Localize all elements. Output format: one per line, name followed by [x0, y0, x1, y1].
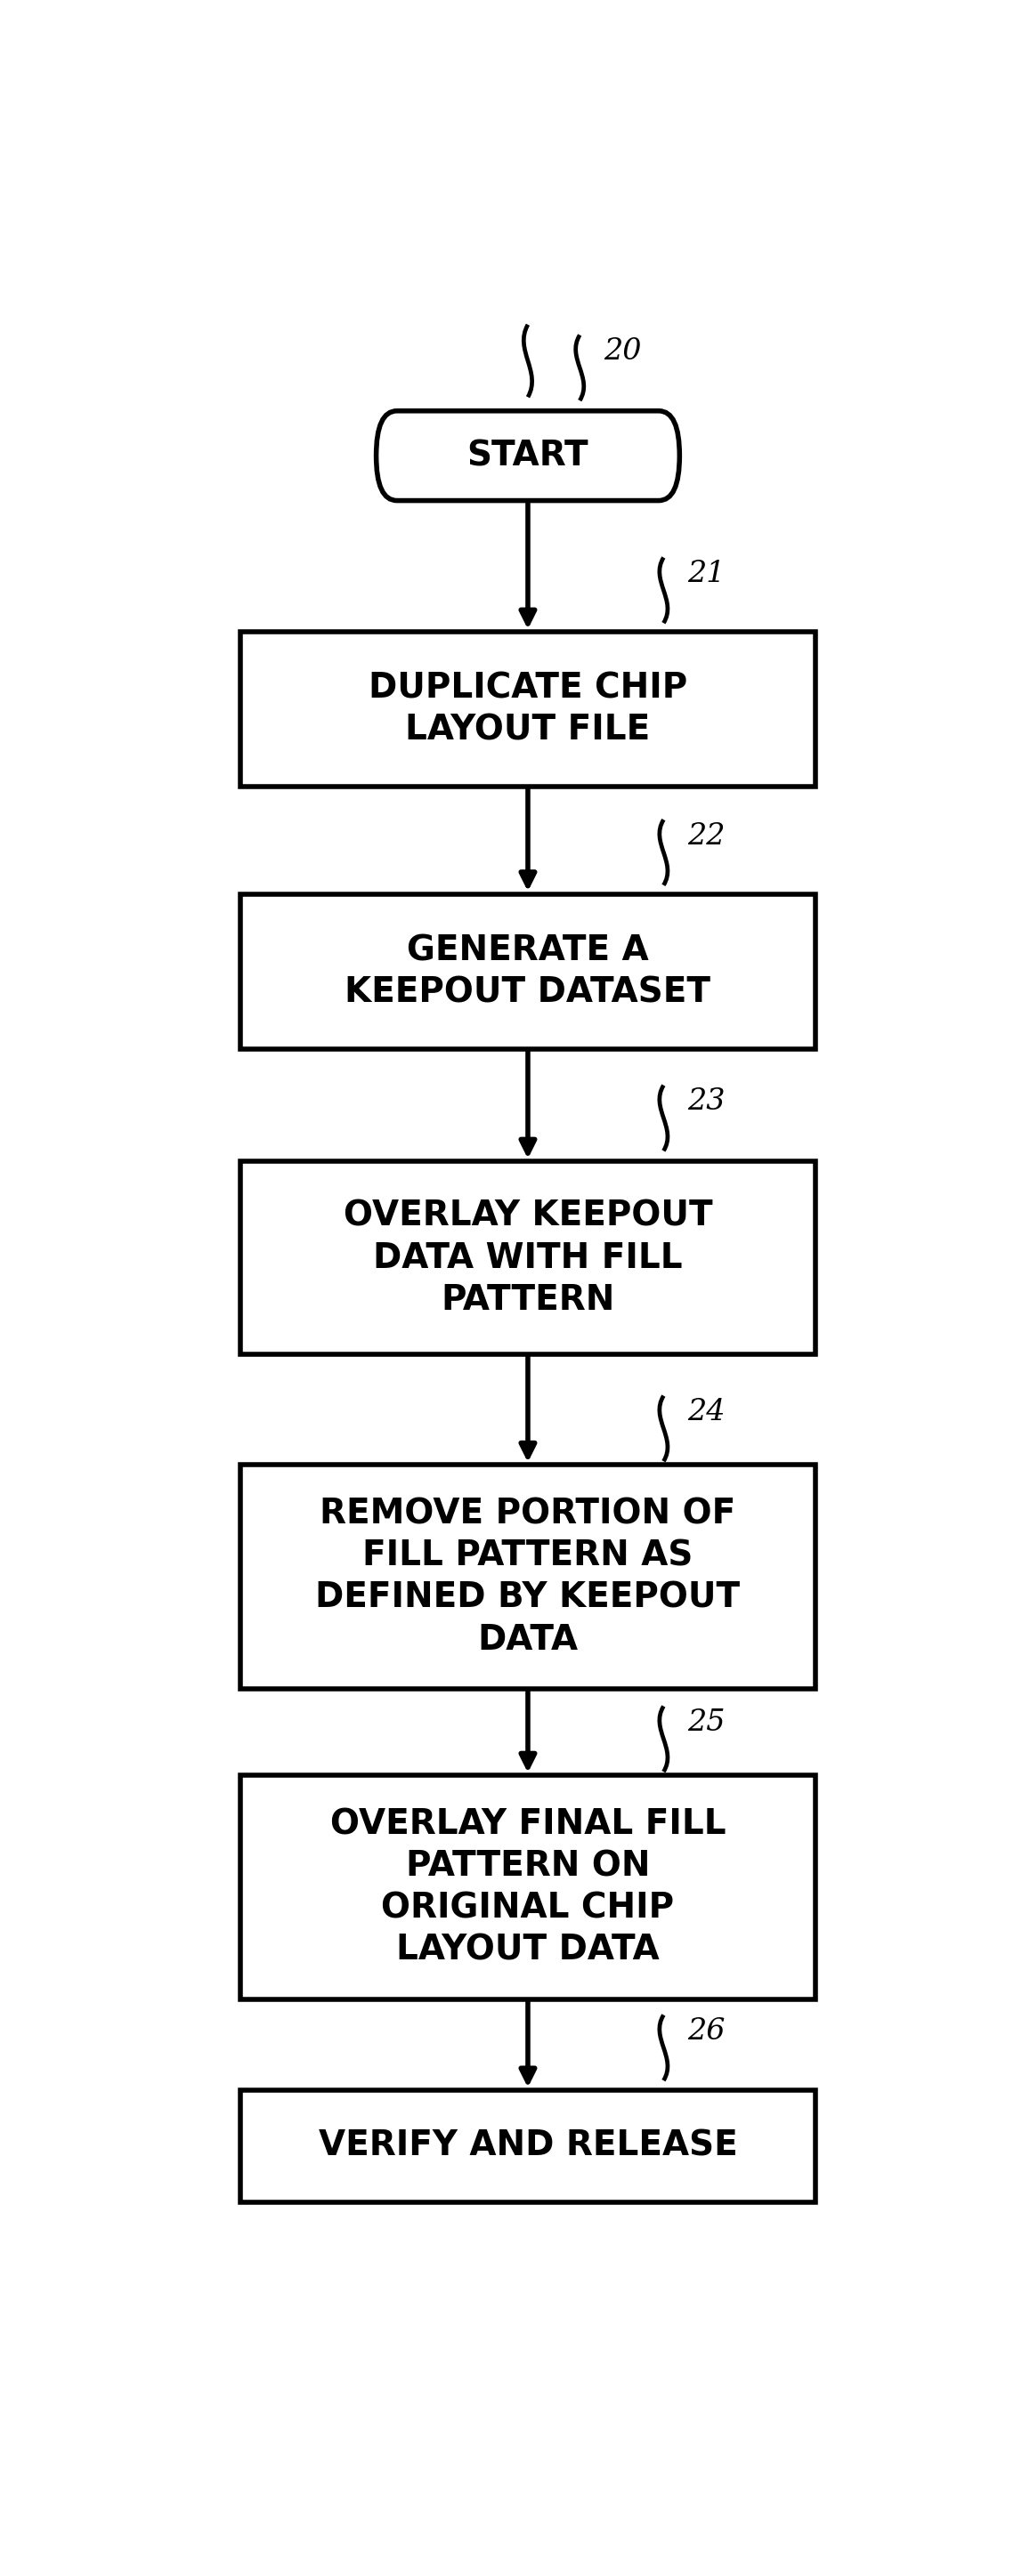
Text: OVERLAY FINAL FILL
PATTERN ON
ORIGINAL CHIP
LAYOUT DATA: OVERLAY FINAL FILL PATTERN ON ORIGINAL C… [330, 1808, 726, 1968]
Text: 25: 25 [688, 1708, 725, 1736]
FancyBboxPatch shape [240, 1775, 816, 1999]
Text: 26: 26 [688, 2017, 725, 2045]
FancyBboxPatch shape [240, 631, 816, 786]
Text: OVERLAY KEEPOUT
DATA WITH FILL
PATTERN: OVERLAY KEEPOUT DATA WITH FILL PATTERN [343, 1198, 713, 1316]
Text: VERIFY AND RELEASE: VERIFY AND RELEASE [318, 2130, 737, 2164]
FancyBboxPatch shape [376, 412, 680, 500]
Text: GENERATE A
KEEPOUT DATASET: GENERATE A KEEPOUT DATASET [345, 933, 711, 1010]
Text: 23: 23 [688, 1087, 725, 1115]
Text: START: START [467, 438, 589, 471]
Text: 21: 21 [688, 559, 725, 587]
Text: 20: 20 [604, 337, 642, 366]
Text: 22: 22 [688, 822, 725, 850]
FancyBboxPatch shape [240, 1162, 816, 1355]
Text: REMOVE PORTION OF
FILL PATTERN AS
DEFINED BY KEEPOUT
DATA: REMOVE PORTION OF FILL PATTERN AS DEFINE… [315, 1497, 741, 1656]
Text: 24: 24 [688, 1399, 725, 1427]
FancyBboxPatch shape [240, 2089, 816, 2202]
FancyBboxPatch shape [240, 1466, 816, 1690]
FancyBboxPatch shape [240, 894, 816, 1048]
Text: DUPLICATE CHIP
LAYOUT FILE: DUPLICATE CHIP LAYOUT FILE [369, 672, 687, 747]
